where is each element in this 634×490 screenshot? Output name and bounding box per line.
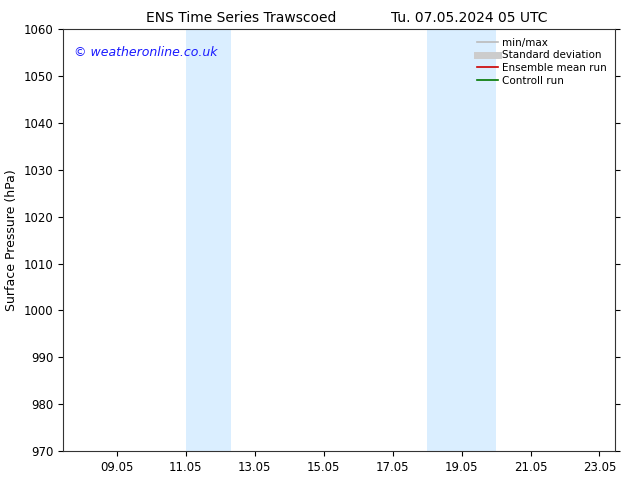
Text: © weatheronline.co.uk: © weatheronline.co.uk (74, 46, 218, 59)
Text: ENS Time Series Trawscoed: ENS Time Series Trawscoed (146, 11, 336, 25)
Bar (427, 29, 496, 451)
Bar (186, 29, 231, 451)
Y-axis label: Surface Pressure (hPa): Surface Pressure (hPa) (5, 169, 18, 311)
Text: Tu. 07.05.2024 05 UTC: Tu. 07.05.2024 05 UTC (391, 11, 547, 25)
Legend: min/max, Standard deviation, Ensemble mean run, Controll run: min/max, Standard deviation, Ensemble me… (474, 35, 610, 89)
